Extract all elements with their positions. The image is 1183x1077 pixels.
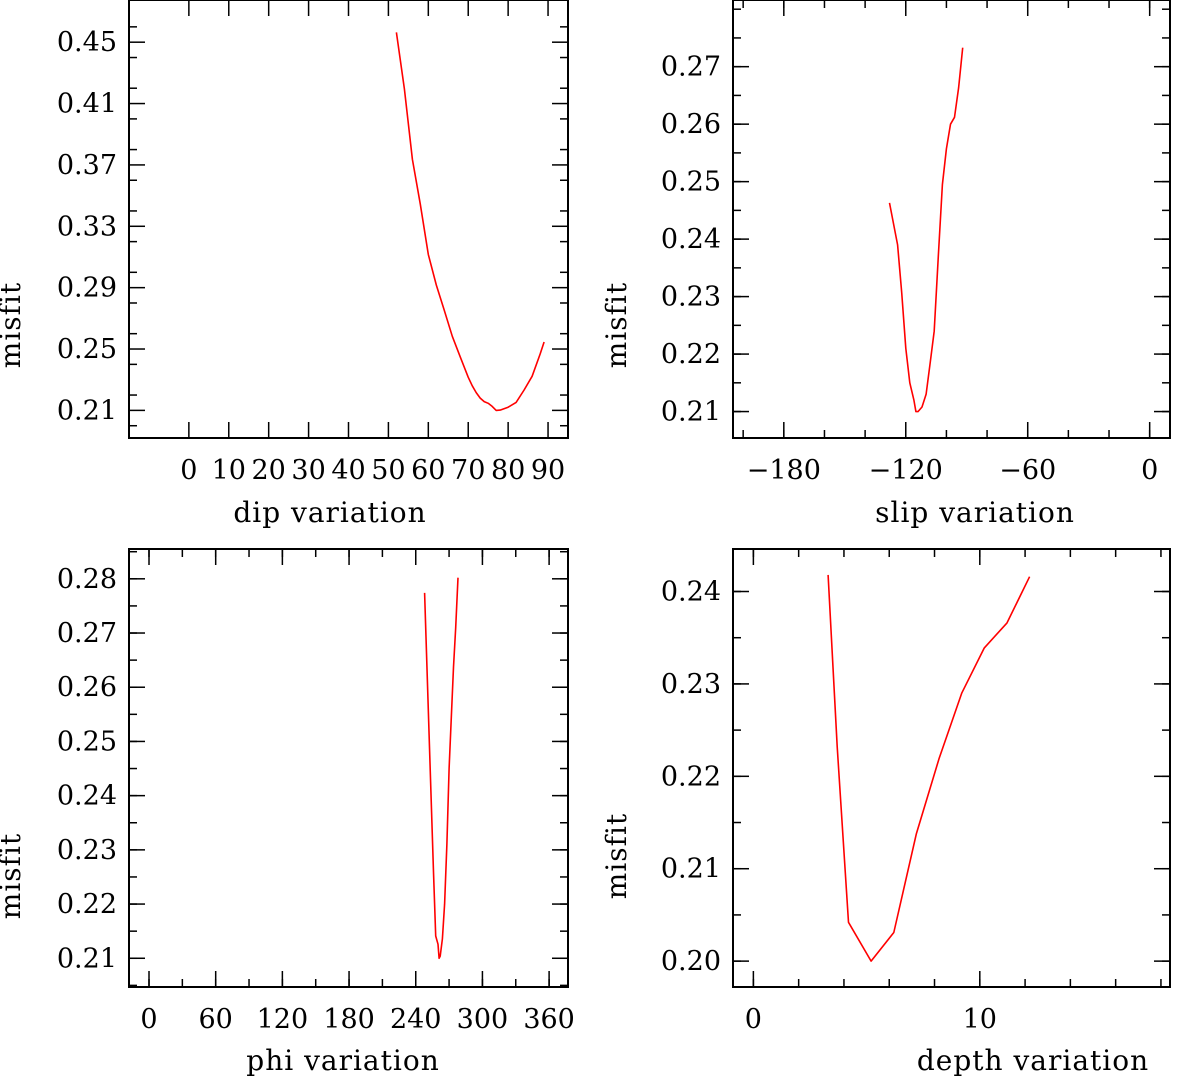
slip-x-tick-label: −120 <box>869 455 943 486</box>
dip-x-tick-label: 40 <box>331 455 365 486</box>
phi-y-tick-label: 0.26 <box>57 672 117 703</box>
dip-x-tick-label: 90 <box>531 455 565 486</box>
dip-x-tick-label: 50 <box>371 455 405 486</box>
phi-x-axis-label: phi variation <box>246 1044 439 1077</box>
dip-x-tick-label: 0 <box>180 455 197 486</box>
dip-y-tick-label: 0.41 <box>57 89 117 120</box>
depth-x-tick-label: 10 <box>963 1004 997 1035</box>
phi-x-tick-label: 120 <box>257 1004 309 1035</box>
slip-y-tick-label: 0.26 <box>661 109 721 140</box>
dip-x-tick-label: 30 <box>291 455 325 486</box>
dip-y-tick-label: 0.21 <box>57 395 117 426</box>
depth-misfit-series-line <box>827 574 1031 962</box>
dip-y-axis-label: misfit <box>0 282 27 368</box>
phi-x-tick-label: 360 <box>523 1004 575 1035</box>
phi-x-tick-label: 180 <box>323 1004 375 1035</box>
dip-x-tick-label: 20 <box>252 455 286 486</box>
phi-y-tick-label: 0.25 <box>57 726 117 757</box>
phi-y-tick-label: 0.28 <box>57 564 117 595</box>
dip-y-tick-label: 0.33 <box>57 211 117 242</box>
dip-misfit-series-line <box>395 32 545 412</box>
depth-plot-frame <box>732 548 1171 988</box>
dip-x-tick-label: 70 <box>451 455 485 486</box>
dip-y-tick-label: 0.45 <box>57 27 117 58</box>
phi-y-tick-label: 0.24 <box>57 781 117 812</box>
dip-plot-frame <box>128 0 569 439</box>
phi-y-tick-label: 0.22 <box>57 889 117 920</box>
slip-y-tick-label: 0.27 <box>661 52 721 83</box>
depth-y-tick-label: 0.23 <box>661 669 721 700</box>
slip-panel: −180 −120 −60 0 0.21 0.22 0.23 0.24 0.25 0.26 0.27… <box>600 0 1171 529</box>
depth-x-tick-label: 0 <box>745 1004 762 1035</box>
dip-y-tick-label: 0.29 <box>57 273 117 304</box>
slip-y-tick-label: 0.24 <box>661 224 721 255</box>
depth-y-tick-label: 0.20 <box>661 946 721 977</box>
phi-panel: 0 60 120 180 240 300 360 0.21 0.22 0.23 0.24 0.25 0.… <box>0 548 575 1077</box>
dip-y-tick-label: 0.25 <box>57 334 117 365</box>
depth-y-tick-label: 0.24 <box>661 577 721 608</box>
phi-y-tick-label: 0.23 <box>57 835 117 866</box>
phi-y-tick-label: 0.21 <box>57 943 117 974</box>
depth-y-tick-label: 0.21 <box>661 854 721 885</box>
slip-x-tick-label: 0 <box>1141 455 1158 486</box>
phi-plot-frame <box>128 548 569 988</box>
dip-y-tick-label: 0.37 <box>57 150 117 181</box>
slip-y-axis-label: misfit <box>600 282 633 368</box>
slip-y-tick-label: 0.25 <box>661 167 721 198</box>
dip-x-tick-label: 80 <box>491 455 525 486</box>
phi-misfit-series-line <box>423 577 459 960</box>
dip-x-tick-label: 10 <box>212 455 246 486</box>
slip-x-axis-label: slip variation <box>875 496 1075 529</box>
slip-x-tick-label: −60 <box>999 455 1056 486</box>
depth-panel: 0 10 0.20 0.21 0.22 0.23 0.24 depth variation mi… <box>600 548 1171 1077</box>
slip-y-tick-label: 0.21 <box>661 397 721 428</box>
dip-panel: 0 10 20 30 40 50 60 70 80 90 0.21 0.25 0.29 0.33 0.37 0… <box>0 0 569 529</box>
dip-x-tick-label: 60 <box>411 455 445 486</box>
slip-y-tick-label: 0.23 <box>661 282 721 313</box>
phi-x-tick-label: 240 <box>390 1004 442 1035</box>
phi-x-tick-label: 300 <box>457 1004 509 1035</box>
phi-y-tick-label: 0.27 <box>57 618 117 649</box>
depth-y-tick-label: 0.22 <box>661 761 721 792</box>
phi-y-axis-label: misfit <box>0 833 27 919</box>
depth-y-axis-label: misfit <box>600 813 633 899</box>
phi-x-tick-label: 0 <box>140 1004 157 1035</box>
slip-misfit-series-line <box>888 47 964 413</box>
slip-plot-frame <box>732 0 1171 439</box>
dip-x-axis-label: dip variation <box>233 496 426 529</box>
slip-y-tick-label: 0.22 <box>661 339 721 370</box>
slip-x-tick-label: −180 <box>747 455 821 486</box>
depth-x-axis-label: depth variation <box>917 1044 1149 1077</box>
phi-x-tick-label: 60 <box>199 1004 233 1035</box>
